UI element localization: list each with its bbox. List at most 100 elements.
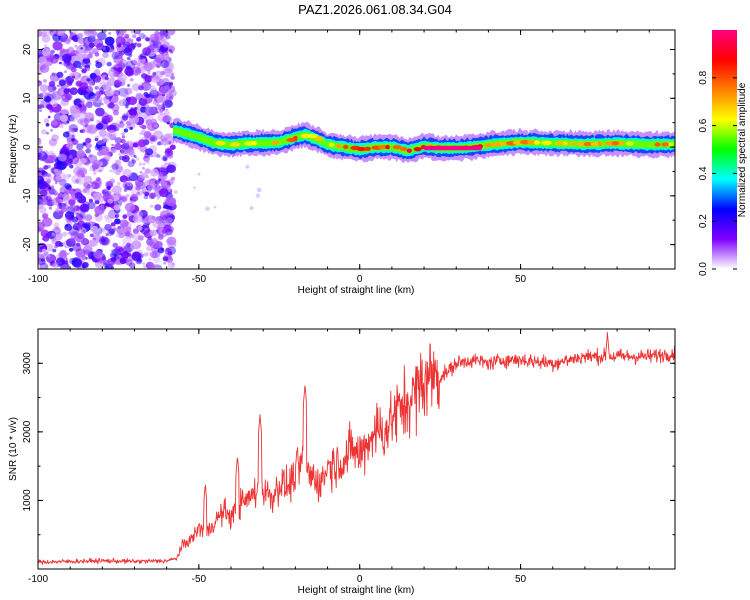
noise-blob [104, 36, 115, 46]
noise-blob [48, 206, 53, 210]
noise-blob [87, 124, 98, 134]
noise-blob [164, 248, 172, 255]
noise-blob [114, 214, 119, 218]
spectrogram-y-axis: -20 -10 0 10 20 [22, 44, 675, 270]
noise-blob [59, 124, 64, 129]
x-tick-label: 50 [515, 574, 527, 585]
noise-blob [60, 32, 67, 39]
noise-blob [84, 124, 89, 128]
noise-blob [113, 204, 121, 211]
noise-blob [115, 128, 119, 131]
noise-blob [111, 104, 120, 112]
noise-blob [72, 205, 82, 215]
noise-blob [68, 247, 74, 252]
noise-blob [162, 114, 173, 124]
noise-blob [52, 248, 57, 253]
noise-blob [94, 137, 99, 142]
noise-blob [87, 125, 98, 135]
noise-dot [213, 205, 217, 209]
noise-blob [96, 123, 104, 130]
noise-blob [155, 241, 163, 248]
noise-blob [80, 157, 87, 164]
noise-blob [114, 137, 123, 144]
noise-blob [95, 107, 105, 117]
noise-blob [146, 262, 156, 269]
noise-blob [140, 129, 147, 136]
noise-blob [49, 30, 59, 37]
noise-blob [39, 84, 49, 92]
noise-blob [54, 181, 58, 185]
x-tick-label: -50 [192, 574, 207, 585]
noise-dot [67, 163, 71, 166]
track-peak [406, 148, 412, 153]
noise-blob [58, 153, 67, 162]
noise-blob [143, 75, 153, 84]
noise-blob [53, 222, 60, 228]
noise-blob [94, 232, 101, 239]
noise-blob [118, 196, 123, 201]
noise-blob [115, 213, 121, 218]
noise-blob [120, 144, 126, 150]
y-tick-label: -20 [22, 237, 33, 252]
noise-blob [50, 120, 60, 129]
noise-blob [40, 246, 43, 250]
noise-blob [124, 182, 134, 191]
noise-blob [168, 96, 173, 100]
noise-blob [74, 44, 78, 48]
noise-blob [47, 154, 58, 164]
noise-blob [148, 251, 153, 256]
noise-blob [83, 185, 94, 195]
noise-blob [75, 74, 80, 78]
noise-blob [51, 119, 59, 126]
noise-blob [81, 229, 86, 234]
noise-blob [104, 99, 110, 105]
track-peak [562, 141, 568, 146]
noise-blob [159, 30, 169, 38]
noise-blob [60, 146, 70, 155]
noise-blob [44, 96, 52, 103]
noise-blob [61, 93, 71, 103]
noise-blob [38, 82, 42, 86]
noise-blob [106, 61, 112, 67]
noise-blob [113, 54, 124, 65]
noise-blob [139, 171, 143, 174]
noise-blob [111, 169, 116, 173]
noise-blob [136, 191, 140, 195]
noise-dot [205, 206, 210, 211]
noise-blob [53, 232, 63, 241]
noise-blob [152, 237, 158, 243]
noise-blob [58, 251, 67, 259]
noise-blob [165, 93, 174, 101]
noise-dot [47, 166, 50, 169]
noise-blob [69, 164, 74, 169]
noise-blob [65, 216, 73, 223]
noise-blob [155, 183, 158, 187]
noise-blob [133, 238, 139, 244]
noise-blob [46, 179, 51, 183]
noise-blob [71, 127, 75, 132]
noise-blob [44, 172, 49, 177]
noise-blob [47, 84, 57, 93]
track-peak [611, 141, 620, 146]
noise-blob [170, 75, 175, 80]
noise-blob [57, 192, 64, 198]
track-peak [597, 141, 603, 146]
noise-blob [40, 229, 49, 238]
track-peak [583, 141, 592, 147]
colorbar-tick-label: 0.6 [698, 118, 709, 132]
noise-blob [48, 150, 55, 157]
noise-blob [50, 55, 59, 64]
figure-title: PAZ1.2026.061.08.34.G04 [298, 2, 452, 17]
noise-blob [46, 131, 49, 135]
noise-blob [74, 179, 80, 184]
noise-blob [51, 72, 55, 75]
noise-blob [141, 166, 145, 170]
noise-blob [94, 205, 105, 215]
track-peak [307, 133, 318, 138]
noise-blob [38, 104, 42, 110]
noise-blob [101, 45, 110, 53]
colorbar-tick-label: 0.4 [698, 166, 709, 180]
noise-blob [49, 72, 60, 82]
noise-blob [105, 233, 109, 237]
noise-blob [162, 172, 168, 177]
